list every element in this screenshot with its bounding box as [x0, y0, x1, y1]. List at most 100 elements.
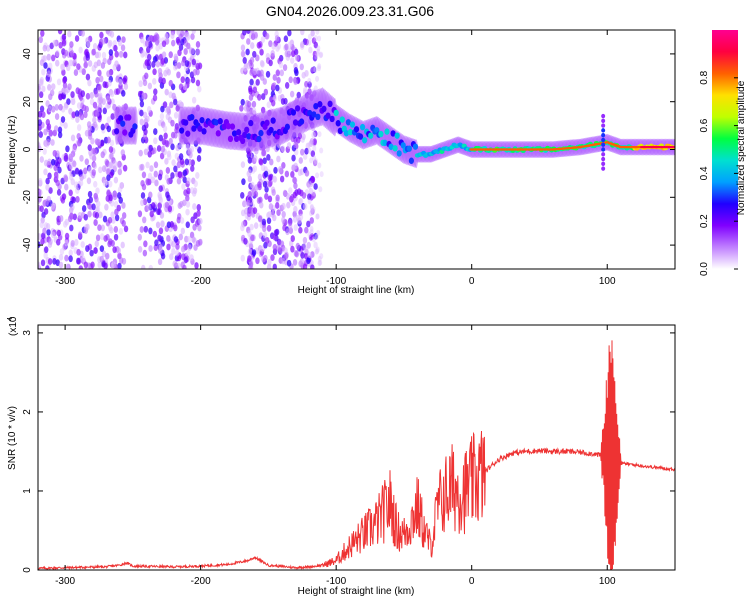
track-core	[368, 132, 374, 139]
noise-blob	[38, 241, 41, 248]
noise-blob	[99, 233, 105, 241]
noise-blob	[270, 50, 275, 57]
noise-blob	[291, 154, 296, 162]
noise-blob	[259, 59, 265, 67]
noise-blob	[281, 202, 286, 210]
noise-blob	[167, 153, 172, 161]
spectrogram-noise	[38, 30, 324, 269]
noise-blob	[79, 174, 84, 182]
noise-blob	[307, 77, 312, 84]
noise-blob	[309, 217, 314, 224]
noise-blob	[87, 144, 92, 152]
noise-blob	[118, 227, 124, 235]
noise-blob	[45, 118, 51, 126]
noise-blob	[87, 190, 93, 198]
noise-blob	[275, 84, 280, 92]
noise-blob	[191, 189, 197, 197]
noise-blob	[153, 128, 158, 135]
noise-blob	[158, 244, 163, 251]
noise-blob	[66, 64, 71, 72]
noise-blob	[253, 190, 259, 198]
noise-blob	[67, 30, 72, 38]
noise-blob	[38, 233, 42, 240]
noise-blob	[247, 255, 252, 262]
noise-blob	[276, 155, 281, 163]
noise-blob	[186, 77, 191, 85]
noise-blob	[140, 199, 145, 207]
noise-blob	[96, 51, 102, 59]
noise-blob	[61, 39, 67, 47]
noise-blob	[161, 77, 166, 85]
noise-blob	[178, 44, 184, 51]
snr-y-tick-label: 1	[22, 488, 33, 494]
noise-blob	[157, 202, 162, 210]
noise-blob	[275, 194, 280, 202]
track-core	[333, 109, 339, 117]
colorbar-tick-label: 0.2	[699, 214, 710, 228]
noise-blob	[198, 217, 203, 225]
noise-blob	[159, 112, 165, 120]
noise-blob	[143, 148, 149, 156]
noise-blob	[267, 259, 272, 266]
noise-blob	[183, 256, 189, 264]
noise-blob	[102, 215, 108, 223]
noise-blob	[247, 169, 252, 176]
noise-blob	[240, 44, 246, 52]
track-core	[225, 122, 232, 130]
noise-blob	[116, 192, 122, 199]
noise-blob	[123, 51, 128, 59]
track-core	[294, 105, 301, 112]
noise-blob	[84, 105, 89, 113]
track-core	[240, 137, 246, 145]
noise-blob	[319, 147, 324, 154]
noise-blob	[177, 99, 183, 107]
noise-blob	[246, 199, 251, 207]
noise-blob	[307, 39, 312, 46]
noise-blob	[146, 204, 151, 211]
noise-blob	[171, 248, 176, 255]
noise-blob	[195, 48, 201, 56]
spectrogram-x-tick-label: -100	[326, 276, 346, 287]
noise-blob	[251, 107, 257, 115]
noise-blob	[140, 163, 145, 171]
noise-blob	[120, 241, 125, 249]
noise-blob	[170, 119, 175, 127]
noise-blob	[92, 121, 98, 129]
noise-blob	[52, 257, 57, 265]
noise-blob	[74, 35, 80, 42]
noise-blob	[107, 79, 112, 87]
noise-blob	[38, 110, 43, 118]
noise-blob	[316, 48, 321, 55]
noise-blob	[43, 208, 49, 215]
noise-blob	[87, 166, 93, 174]
noise-blob	[315, 213, 320, 220]
noise-blob	[105, 95, 111, 103]
track-core	[256, 135, 262, 143]
noise-blob	[310, 66, 315, 74]
noise-blob	[308, 46, 313, 54]
spectrogram-x-ticks: -300 -200 -100 0 100	[55, 30, 616, 287]
noise-blob	[57, 30, 63, 35]
noise-blob	[103, 262, 108, 269]
noise-blob	[153, 137, 158, 145]
noise-blob	[190, 216, 195, 224]
noise-blob	[120, 149, 126, 157]
noise-blob	[38, 131, 43, 138]
noise-blob	[139, 100, 145, 108]
noise-blob	[105, 168, 111, 176]
noise-blob	[91, 203, 96, 211]
noise-blob	[316, 229, 321, 236]
noise-blob	[242, 57, 247, 64]
noise-blob	[95, 110, 100, 118]
noise-blob	[319, 171, 324, 178]
spectrogram-x-tick-label: 0	[469, 276, 475, 287]
track-core	[215, 130, 221, 137]
noise-blob	[317, 35, 322, 42]
noise-blob	[145, 115, 150, 123]
noise-blob	[294, 54, 300, 62]
noise-blob	[318, 186, 323, 193]
noise-blob	[292, 215, 298, 223]
noise-blob	[68, 59, 73, 67]
noise-blob	[68, 162, 74, 170]
noise-blob	[240, 161, 246, 168]
